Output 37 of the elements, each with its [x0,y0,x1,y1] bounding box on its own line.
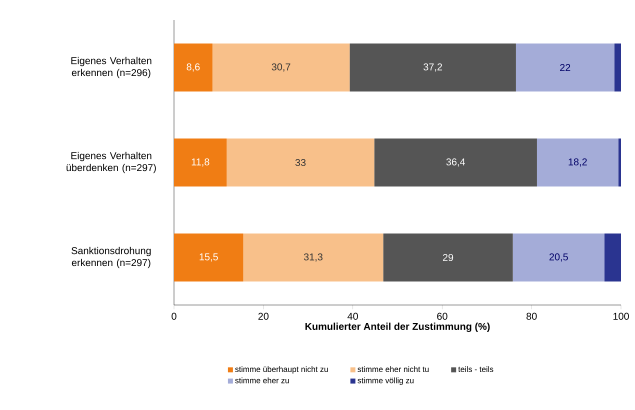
y-tick-label: Eigenes Verhalten erkennen (n=296) [71,56,152,78]
x-tick-label: 0 [172,312,176,320]
data-label: 15,5 [200,253,218,262]
data-label: 37,2 [424,63,442,72]
bar [226,138,374,187]
y-tick-label: Eigenes Verhalten überdenken (n=297) [66,152,156,174]
bar [174,138,227,187]
data-label: 29 [442,254,454,262]
bar [383,234,513,282]
bar [374,138,537,187]
x-tick-label: 20 [258,312,269,320]
bar [243,234,384,282]
data-label: 30,7 [272,63,290,72]
data-label: 11,8 [192,158,210,167]
bar [614,44,622,92]
data-label: 33 [295,158,306,166]
bar [604,234,622,282]
x-tick-label: 40 [347,312,358,320]
x-tick-label: 80 [526,312,537,320]
bar [212,44,350,92]
data-label: 36,4 [446,158,466,167]
data-label: 20,5 [549,253,568,262]
bar [516,44,614,92]
data-label: 8,6 [186,63,200,72]
data-label: 18,2 [568,158,587,167]
data-label: 22 [560,64,570,71]
bar [174,44,212,92]
bar [536,138,618,187]
x-tick-label: 60 [437,312,448,320]
bar [618,138,622,187]
bar [350,44,516,92]
y-tick-label: Sanktionsdrohung erkennen (n=297) [72,246,151,268]
x-tick-label: 100 [613,312,629,320]
bar [174,234,244,282]
bar [512,234,604,282]
data-label: 31,3 [304,253,323,262]
x-axis-title: Kumulierter Anteil der Zustimmung (%) [305,322,490,332]
